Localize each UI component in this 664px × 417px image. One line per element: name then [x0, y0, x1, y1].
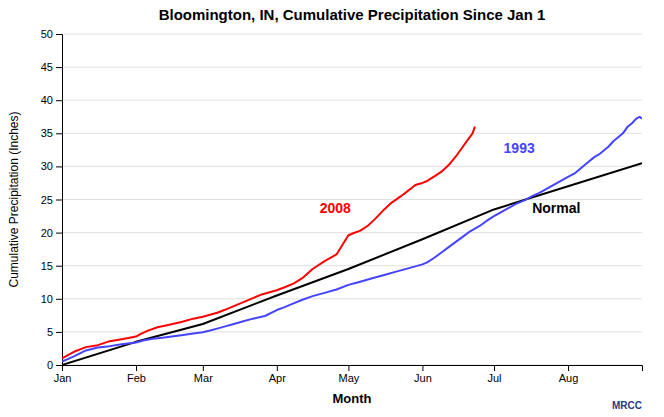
tick-mark [56, 100, 62, 101]
tick-label: Aug [559, 372, 579, 384]
tick-label: Apr [269, 372, 286, 384]
grid-line [62, 100, 642, 101]
tick: 45 [41, 61, 62, 73]
grid-line [62, 133, 642, 134]
grid-line [62, 298, 642, 299]
tick-mark [56, 133, 62, 134]
tick-label: 45 [41, 61, 53, 73]
tick-mark [56, 332, 62, 333]
tick-mark [136, 365, 137, 371]
tick: 5 [47, 326, 62, 338]
grid-line [62, 331, 642, 332]
tick-label: Feb [127, 372, 146, 384]
tick-mark [277, 365, 278, 371]
tick-mark [56, 200, 62, 201]
tick-label: Jan [54, 372, 72, 384]
tick-mark [348, 365, 349, 371]
chart: Jan Feb Mar Apr May Jun Jul Aug 0 5 10 15 20 25 30 35 40… [0, 0, 664, 417]
tick-label: 20 [41, 227, 53, 239]
series-line [62, 163, 642, 365]
tick: Feb [127, 365, 146, 384]
annotation: 1993 [504, 140, 535, 156]
tick-mark [56, 233, 62, 234]
tick: 35 [41, 127, 62, 139]
tick: 0 [47, 359, 62, 371]
axis-line [56, 35, 63, 366]
tick-mark [56, 67, 62, 68]
tick-label: Jun [414, 372, 432, 384]
tick: Jan [54, 365, 72, 384]
tick-label: 30 [41, 160, 53, 172]
tick-mark [56, 365, 62, 366]
x-axis: Jan Feb Mar Apr May Jun Jul Aug [54, 365, 643, 384]
y-axis: 0 5 10 15 20 25 30 35 40 45 50 [41, 28, 63, 371]
tick: 50 [41, 28, 62, 40]
tick-label: 35 [41, 127, 53, 139]
grid [62, 34, 642, 365]
annotation: Normal [532, 200, 580, 216]
tick-mark [56, 34, 62, 35]
tick: Aug [559, 365, 579, 384]
tick-label: 15 [41, 260, 53, 272]
tick: 25 [41, 194, 62, 206]
tick-mark [56, 266, 62, 267]
title: Bloomington, IN, Cumulative Precipitatio… [159, 6, 546, 23]
tick: Jun [414, 365, 432, 384]
series-line [62, 127, 475, 359]
tick: Jul [487, 365, 501, 384]
tick-label: Mar [194, 372, 213, 384]
grid-line [62, 265, 642, 266]
tick-label: 50 [41, 28, 53, 40]
tick: 20 [41, 227, 62, 239]
tick: Mar [194, 365, 213, 384]
footnote: MRCC [612, 400, 642, 411]
tick-label: 5 [47, 326, 53, 338]
tick: 30 [41, 160, 62, 172]
grid-line [62, 67, 642, 68]
tick-mark [56, 299, 62, 300]
tick: 15 [41, 260, 62, 272]
tick-label: Jul [487, 372, 501, 384]
tick-label: 0 [47, 359, 53, 371]
tick-label: 40 [41, 94, 53, 106]
x-axis-title: Month [333, 391, 372, 406]
axis-line [63, 366, 643, 372]
grid-line [62, 166, 642, 167]
series-line [62, 117, 642, 362]
tick-mark [56, 166, 62, 167]
plot-area [62, 117, 642, 365]
tick: Apr [269, 365, 286, 384]
tick-mark [422, 365, 423, 371]
grid-line [62, 34, 642, 35]
tick-label: 10 [41, 293, 53, 305]
tick: 10 [41, 293, 62, 305]
tick: May [339, 365, 360, 384]
y-axis-title: Cumulative Precipitation (Inches) [7, 111, 21, 287]
tick-label: May [339, 372, 360, 384]
tick-label: 25 [41, 194, 53, 206]
annotation: 2008 [320, 200, 351, 216]
tick-mark [568, 365, 569, 371]
tick-mark [494, 365, 495, 371]
tick: 40 [41, 94, 62, 106]
tick-mark [203, 365, 204, 371]
